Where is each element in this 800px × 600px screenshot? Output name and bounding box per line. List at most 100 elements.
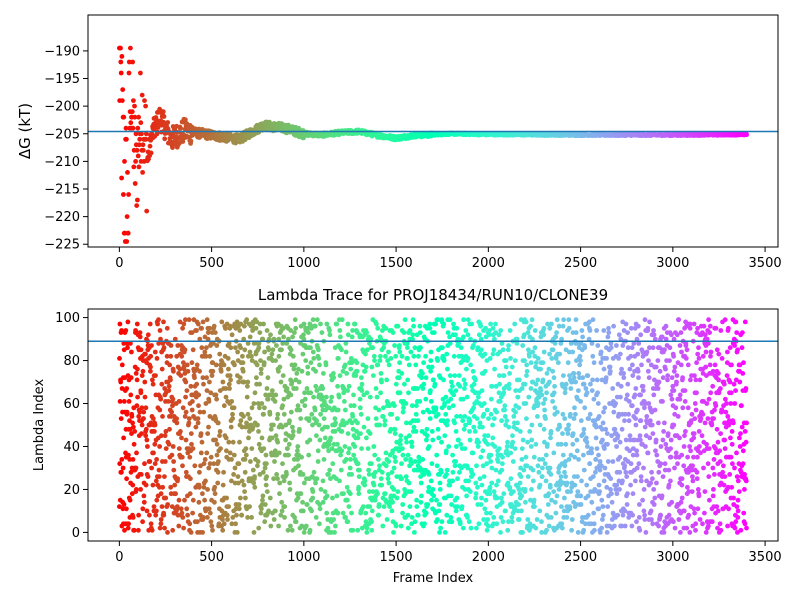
lambda-point: [389, 411, 395, 417]
lambda-point: [124, 409, 130, 415]
lambda-point: [668, 437, 674, 443]
lambda-point: [349, 472, 354, 477]
lambda-point: [405, 525, 411, 531]
lambda-point: [376, 512, 381, 518]
lambda-point: [350, 527, 356, 533]
lambda-point: [216, 459, 221, 464]
lambda-point: [143, 351, 148, 357]
lambda-point: [349, 510, 354, 516]
lambda-point: [394, 495, 400, 501]
lambda-point: [439, 439, 444, 445]
lambda-point: [662, 420, 667, 426]
lambda-point: [409, 439, 415, 445]
lambda-point: [683, 429, 688, 434]
lambda-point: [548, 515, 554, 520]
lambda-point: [358, 411, 364, 417]
lambda-point: [451, 353, 457, 359]
lambda-point: [427, 409, 432, 415]
lambda-point: [336, 394, 342, 400]
lambda-point: [118, 416, 124, 421]
lambda-point: [400, 409, 406, 415]
lambda-point: [629, 523, 635, 529]
lambda-point: [519, 493, 525, 499]
lambda-point: [375, 325, 381, 331]
lambda-point: [264, 328, 270, 333]
lambda-point: [370, 345, 376, 351]
lambda-point: [426, 444, 432, 449]
lambda-point: [516, 405, 522, 411]
lambda-point: [332, 416, 338, 421]
lambda-point: [552, 383, 557, 389]
lambda-point: [554, 330, 559, 335]
lambda-point: [143, 405, 149, 411]
lambda-point: [613, 401, 618, 406]
lambda-point: [158, 491, 164, 497]
lambda-point: [693, 407, 699, 413]
lambda-point: [582, 345, 588, 351]
lambda-point: [204, 345, 209, 351]
lambda-point: [118, 379, 124, 385]
lambda-point: [296, 379, 302, 385]
lambda-point: [597, 459, 603, 464]
lambda-point: [601, 409, 606, 415]
lambda-point: [510, 433, 515, 439]
lambda-point: [435, 426, 441, 432]
lambda-point: [684, 525, 690, 531]
lambda-point: [292, 515, 297, 520]
lambda-point: [163, 446, 169, 451]
lambda-point: [349, 334, 355, 340]
lambda-point: [381, 504, 387, 509]
lambda-point: [444, 512, 450, 518]
lambda-point: [367, 431, 373, 436]
lambda-point: [158, 396, 164, 402]
lambda-point: [596, 482, 602, 488]
lambda-point: [187, 454, 193, 460]
lambda-point: [288, 392, 294, 398]
lambda-point: [690, 463, 695, 469]
lambda-point: [375, 491, 380, 497]
lambda-point: [560, 411, 566, 417]
lambda-point: [578, 502, 584, 507]
lambda-point: [143, 426, 149, 432]
lambda-point: [386, 459, 392, 464]
lambda-point: [593, 469, 598, 475]
lambda-point: [691, 431, 697, 436]
lambda-point: [480, 448, 486, 454]
lambda-point: [262, 519, 268, 525]
lambda-point: [460, 525, 466, 531]
lambda-point: [566, 457, 572, 462]
lambda-point: [223, 435, 229, 441]
lambda-point: [168, 343, 174, 348]
lambda-point: [601, 366, 607, 372]
lambda-point: [641, 465, 646, 471]
lambda-point: [261, 411, 266, 417]
lambda-point: [485, 433, 491, 439]
lambda-point: [600, 512, 606, 518]
lambda-point: [348, 457, 353, 462]
lambda-point: [513, 409, 518, 415]
lambda-point: [581, 431, 586, 436]
lambda-point: [590, 474, 596, 479]
lambda-point: [492, 366, 497, 372]
lambda-point: [633, 478, 638, 484]
lambda-point: [358, 431, 363, 436]
lambda-point: [581, 426, 587, 432]
lambda-point: [420, 371, 425, 376]
lambda-point: [642, 517, 648, 522]
lambda-point: [318, 487, 324, 492]
lambda-point: [429, 364, 435, 370]
lambda-point: [207, 510, 213, 516]
lambda-point: [162, 474, 167, 479]
lambda-point: [523, 319, 529, 325]
lambda-point: [188, 383, 194, 389]
lambda-point: [649, 469, 654, 475]
lambda-point: [590, 353, 596, 359]
lambda-point: [183, 469, 189, 475]
lambda-point: [142, 394, 148, 400]
lambda-point: [346, 383, 352, 389]
lambda-point: [486, 332, 492, 338]
lambda-point: [680, 405, 686, 411]
lambda-point: [383, 353, 388, 359]
lambda-point: [565, 360, 571, 366]
lambda-point: [712, 407, 717, 413]
